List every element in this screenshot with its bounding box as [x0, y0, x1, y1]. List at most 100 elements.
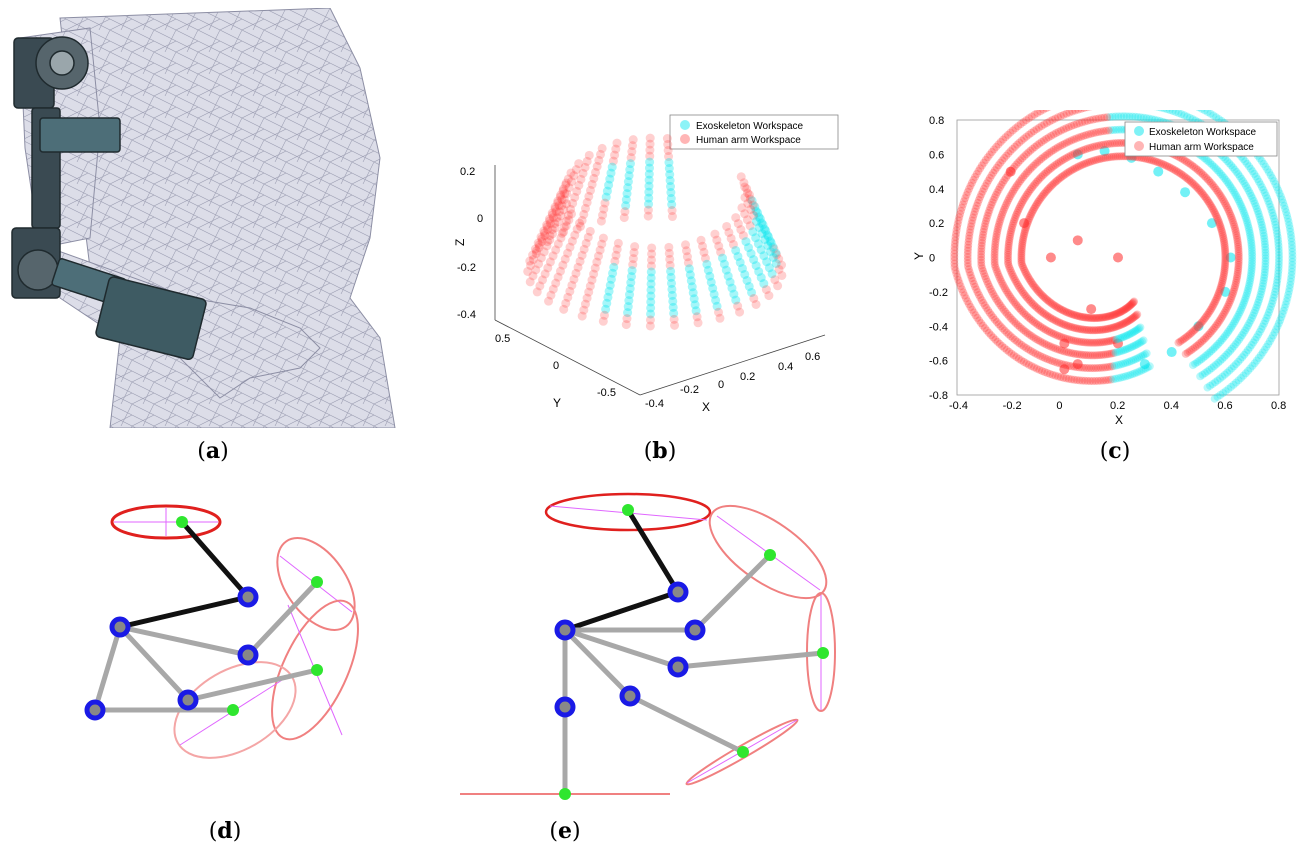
c-point [1070, 362, 1079, 371]
c-point [1236, 333, 1245, 342]
b-point [554, 200, 564, 210]
c-point [1274, 245, 1283, 254]
c-point [1036, 337, 1045, 346]
c-point [993, 188, 1002, 197]
c-point [1273, 229, 1282, 238]
b-point [733, 219, 743, 229]
c-point [1035, 288, 1044, 297]
b-point [644, 163, 654, 173]
c-point [999, 205, 1008, 214]
b-point [571, 165, 581, 175]
b-point [561, 178, 571, 188]
b-point [582, 197, 592, 207]
c-point [1117, 138, 1126, 147]
c-point [1283, 294, 1292, 303]
b-point [645, 315, 655, 325]
c-point [1127, 356, 1136, 365]
c-point [1103, 113, 1112, 122]
c-point [1127, 314, 1136, 323]
c-point [1129, 356, 1138, 365]
b-point [570, 192, 580, 202]
c-point [994, 320, 1003, 329]
c-point [1095, 326, 1104, 335]
b-point [663, 146, 673, 156]
c-point [1205, 307, 1214, 316]
c-point [1228, 292, 1237, 301]
c-point [1206, 200, 1215, 209]
b-point [665, 260, 675, 270]
c-point [1212, 212, 1221, 221]
c-point [1141, 364, 1150, 373]
c-point [1007, 223, 1016, 232]
c-point [1006, 313, 1015, 322]
b-point [612, 244, 622, 254]
c-point [1076, 312, 1085, 321]
b-point [601, 304, 611, 314]
c-point [1060, 320, 1069, 329]
b-point [552, 213, 562, 223]
c-point [1112, 335, 1121, 344]
c-point [1064, 168, 1073, 177]
c-point [1048, 115, 1057, 124]
c-point [1092, 338, 1101, 347]
c-point [1248, 256, 1257, 265]
c-point [1104, 375, 1113, 384]
c-point [1215, 168, 1224, 177]
c-point [1248, 254, 1257, 263]
c-point [1082, 351, 1091, 360]
c-point [1057, 126, 1066, 135]
c-point [1081, 145, 1090, 154]
c-point [1234, 256, 1243, 265]
c-point [1268, 208, 1277, 217]
c-point [1229, 186, 1238, 195]
b-point [589, 269, 599, 279]
c-point [1112, 309, 1121, 318]
c-point [1021, 268, 1030, 277]
c-point [1003, 196, 1012, 205]
c-point [1032, 178, 1041, 187]
b-point [647, 249, 657, 259]
b-point [562, 199, 572, 209]
c-point [1067, 136, 1076, 145]
b-point [740, 269, 750, 279]
c-point [1244, 221, 1253, 230]
b-point [628, 135, 638, 145]
c-point [1248, 167, 1257, 176]
c-point [1006, 166, 1015, 175]
c-point [1103, 337, 1112, 346]
c-point [1092, 142, 1101, 151]
c-point [1217, 279, 1226, 288]
c-point [1125, 302, 1134, 311]
b-point [545, 235, 555, 245]
c-point [960, 291, 969, 300]
c-point [997, 210, 1006, 219]
b-point [733, 301, 743, 311]
c-point [1018, 237, 1027, 246]
c-point [1258, 282, 1267, 291]
c-point [990, 245, 999, 254]
c-point [1279, 198, 1288, 207]
b-point [601, 192, 611, 202]
c-point [1022, 150, 1031, 159]
b-point [582, 156, 592, 166]
c-point [1090, 314, 1099, 323]
b-point [596, 216, 606, 226]
b-point [535, 281, 545, 291]
c-point [1037, 155, 1046, 164]
c-point [1122, 112, 1131, 121]
c-point [1120, 319, 1129, 328]
c-point [1005, 264, 1014, 273]
c-point [1202, 155, 1211, 164]
c-point [1010, 317, 1019, 326]
b-point [754, 222, 764, 232]
c-point [1004, 149, 1013, 158]
b-point [646, 285, 656, 295]
c-point [1105, 153, 1114, 162]
b-point [665, 254, 675, 264]
b-point [665, 176, 675, 186]
c-point [1024, 130, 1033, 139]
c-point [1234, 335, 1243, 344]
b-point [743, 188, 753, 198]
b-point [550, 223, 560, 233]
c-point [1225, 159, 1234, 168]
